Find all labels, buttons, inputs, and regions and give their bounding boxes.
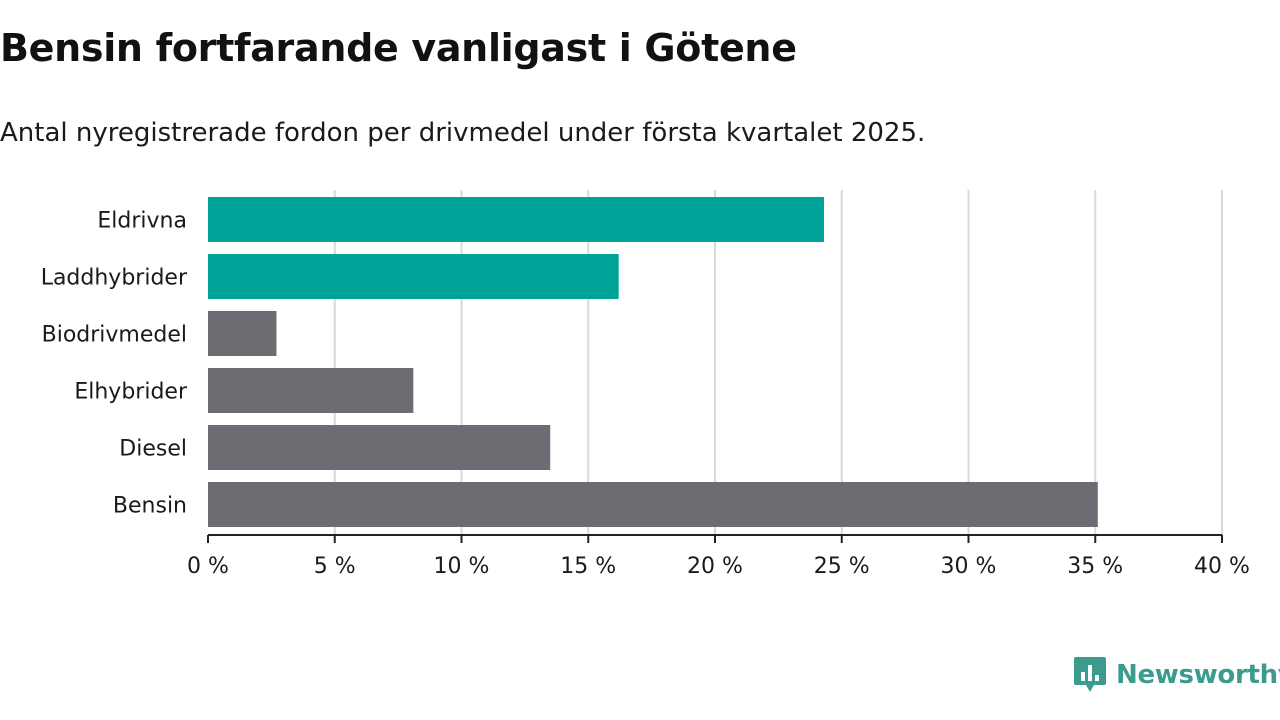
bar [208,425,551,470]
x-tick-label: 30 % [941,554,997,579]
x-tick-label: 35 % [1067,554,1123,579]
newsworthy-icon [1074,657,1106,692]
bar [208,482,1098,527]
bars [208,197,1098,527]
x-tick-label: 15 % [560,554,616,579]
x-tick-label: 20 % [687,554,743,579]
newsworthy-logo: Newsworthy [1072,655,1280,695]
category-label: Diesel [119,437,187,462]
chart-title: Bensin fortfarande vanligast i Götene [0,26,797,70]
category-label: Laddhybrider [41,266,188,291]
chart-subtitle: Antal nyregistrerade fordon per drivmede… [0,118,926,148]
x-tick-label: 0 % [187,554,229,579]
category-label: Bensin [113,494,187,519]
x-axis: 0 % 5 % 10 % 15 % 20 % 25 % 30 % 35 % 40 % [187,534,1250,579]
x-tick-label: 25 % [814,554,870,579]
category-label: Eldrivna [97,209,187,234]
x-tick-label: 10 % [434,554,490,579]
bar [208,254,619,299]
category-labels: Eldrivna Laddhybrider Biodrivmedel Elhybrid… [41,209,188,519]
logo-text: Newsworthy [1116,660,1280,690]
bar [208,197,825,242]
bar-chart: Eldrivna Laddhybrider Biodrivmedel Elhybrid… [41,190,1250,579]
category-label: Elhybrider [74,380,188,405]
bar [208,311,277,356]
x-tick-label: 40 % [1194,554,1250,579]
bar [208,368,414,413]
x-tick-label: 5 % [314,554,356,579]
category-label: Biodrivmedel [42,323,187,348]
grid-lines [333,190,1223,535]
